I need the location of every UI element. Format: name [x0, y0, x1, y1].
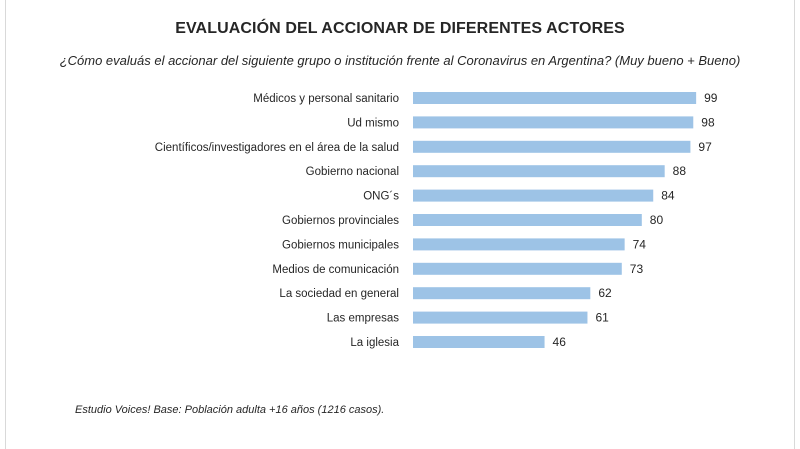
category-label: ONG´s [363, 191, 399, 203]
bar [413, 287, 591, 300]
bar [413, 238, 625, 251]
bar [413, 336, 545, 348]
bar [413, 92, 697, 104]
value-label: 74 [633, 237, 647, 251]
bar [413, 189, 654, 202]
category-label: Médicos y personal sanitario [253, 93, 399, 105]
value-label: 88 [673, 164, 687, 178]
value-label: 80 [650, 213, 664, 227]
chart-title: EVALUACIÓN DEL ACCIONAR DE DIFERENTES AC… [175, 20, 625, 37]
chart-frame [5, 0, 795, 449]
chart-footnote: Estudio Voices! Base: Población adulta +… [75, 404, 385, 416]
bar [413, 140, 691, 153]
value-label: 99 [704, 91, 718, 105]
value-label: 73 [630, 262, 644, 276]
category-label: La sociedad en general [279, 288, 399, 300]
value-label: 46 [553, 335, 567, 349]
category-label: Científicos/investigadores en el área de… [155, 142, 399, 154]
value-label: 62 [598, 286, 612, 300]
bar [413, 165, 665, 178]
category-label: La iglesia [350, 337, 399, 349]
category-label: Gobierno nacional [306, 166, 399, 178]
bar [413, 311, 588, 324]
category-label: Las empresas [327, 313, 399, 325]
category-label: Medios de comunicación [272, 264, 399, 276]
category-label: Ud mismo [347, 117, 399, 129]
value-label: 84 [661, 189, 675, 203]
bar [413, 262, 622, 275]
bar [413, 214, 642, 226]
value-label: 61 [595, 311, 609, 325]
value-label: 97 [698, 140, 712, 154]
category-label: Gobiernos provinciales [282, 215, 399, 227]
category-label: Gobiernos municipales [282, 239, 399, 251]
bar [413, 116, 694, 129]
chart-subtitle: ¿Cómo evaluás el accionar del siguiente … [59, 53, 741, 68]
value-label: 98 [701, 115, 715, 129]
